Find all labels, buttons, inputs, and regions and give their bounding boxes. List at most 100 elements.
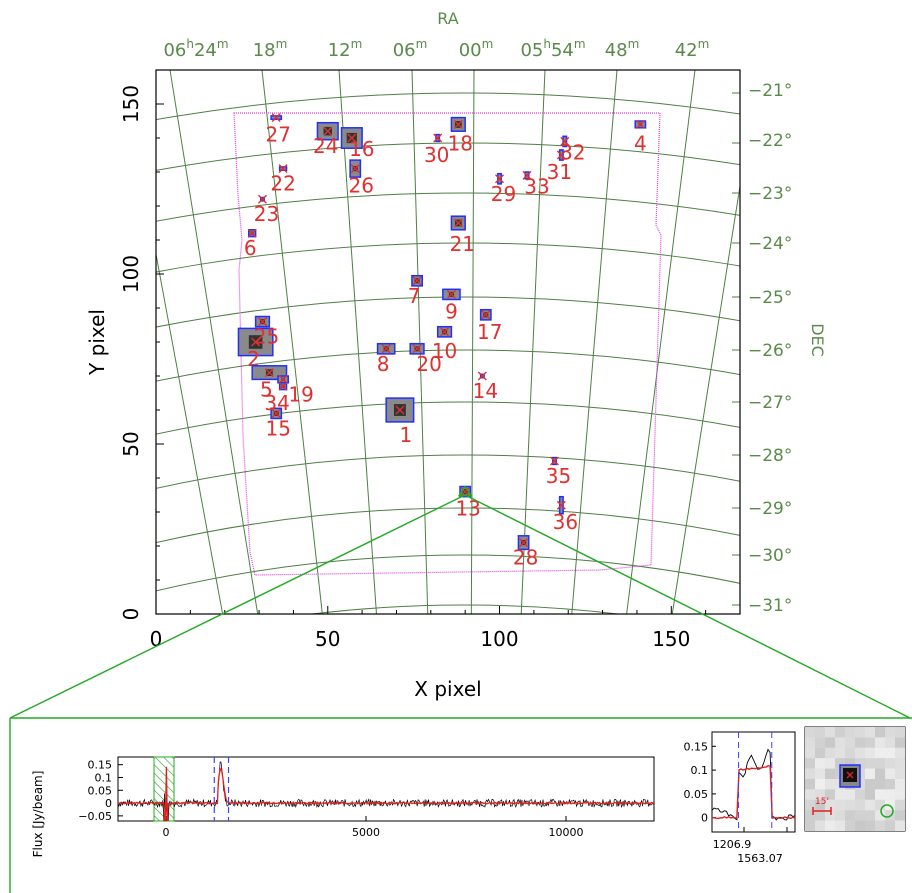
cutout-pixel [855, 737, 865, 748]
source-label: 24 [313, 134, 338, 158]
cutout-pixel [825, 810, 835, 821]
cutout-pixel [815, 789, 825, 800]
cutout-pixel [885, 789, 895, 800]
dec-tick-label: −25° [748, 288, 792, 308]
cutout-pixel [855, 789, 865, 800]
source-marker [381, 344, 391, 354]
ra-tick-label: 05h54m [520, 37, 585, 61]
source-marker [251, 337, 261, 347]
source-marker [522, 170, 532, 180]
source-label: 28 [513, 546, 538, 570]
source-label: 7 [408, 284, 421, 308]
source-label: 8 [377, 352, 390, 376]
cutout-pixel [825, 820, 835, 831]
dec-gridline [156, 401, 740, 435]
source-label: 6 [244, 236, 257, 260]
source-label: 21 [450, 232, 475, 256]
ra-axis-label: RA [437, 9, 458, 28]
cutout-pixel [845, 727, 855, 738]
cutout-pixel [805, 747, 815, 759]
cutout-pixel [865, 820, 875, 831]
x-tick-label: 1563.07 [737, 852, 783, 865]
y-tick-labels: 0 50 100 150 [119, 85, 164, 620]
cutout-pixel [875, 737, 885, 748]
coordinate-grid [156, 70, 740, 614]
dec-tick-label: −30° [748, 546, 792, 566]
cutout-pixel [815, 737, 825, 748]
source-marker [350, 164, 360, 174]
source-marker [446, 289, 456, 299]
cutout-pixel [895, 779, 905, 790]
cutout-pixel [855, 820, 865, 831]
source-label: 19 [288, 382, 313, 406]
x-tick-label: 0 [163, 826, 170, 839]
dec-gridline [156, 296, 740, 328]
cutout-pixel [815, 727, 825, 738]
spectrum-frame [117, 756, 655, 822]
cutout-pixel [815, 799, 825, 811]
cutout-pixel [835, 820, 845, 831]
dec-gridline [156, 507, 740, 544]
cutout-pixel [835, 747, 845, 759]
source-marker [395, 405, 405, 415]
cutout-pixel [805, 810, 815, 821]
y-tick-label: 0.15 [88, 759, 113, 772]
dec-gridline [156, 554, 740, 592]
dec-tick-label: −28° [748, 446, 792, 466]
ra-gridline [156, 251, 224, 614]
cutout-pixel [865, 758, 875, 769]
cutout-pixel [825, 799, 835, 811]
source-marker [556, 150, 566, 160]
source-marker [347, 133, 357, 143]
cutout-pixel [895, 727, 905, 738]
cutout-pixel [805, 779, 815, 790]
spectrum-data-series [117, 761, 655, 822]
cutout-pixel [805, 737, 815, 748]
footprint-outline [233, 112, 662, 576]
source-label: 36 [553, 510, 578, 534]
y-tick-label: 0 [105, 797, 112, 810]
cutout-pixel [845, 747, 855, 759]
source-marker [412, 344, 422, 354]
cutout-pixel [895, 737, 905, 748]
dec-gridline [156, 192, 740, 222]
source-masks: 1245678910131415171819202122232425262728… [237, 113, 647, 570]
source-marker [271, 408, 281, 418]
zoom-lines [9, 494, 912, 893]
source-marker [495, 174, 505, 184]
beam-circle [880, 804, 894, 818]
x-tick-label: 10000 [549, 826, 584, 839]
cutout-pixel [825, 758, 835, 769]
x-tick-labels: 0 50 100 150 [150, 606, 707, 651]
cutout-pixel [865, 810, 875, 821]
ra-tick-label: 06h24m [163, 37, 228, 61]
cutout-pixel [845, 737, 855, 748]
cutout-pixel [895, 799, 905, 811]
main-map: RA 06h24m 18m 12m 06m 00m 05h54m 48m 42m −21° −2… [85, 9, 827, 701]
cutout-pixel [885, 779, 895, 790]
x-tick-label: 0 [150, 627, 163, 651]
cutout-pixel [855, 799, 865, 811]
source-cutout: 15' [804, 726, 906, 832]
cutout-pixel [875, 779, 885, 790]
dec-gridline [156, 242, 740, 273]
cutout-pixel [875, 820, 885, 831]
cutout-pixel [865, 727, 875, 738]
source-label: 15 [266, 416, 291, 440]
cutout-pixel [865, 747, 875, 759]
cutout-pixel [875, 789, 885, 800]
dec-gridline [156, 349, 740, 382]
y-tick-label: 100 [119, 255, 143, 293]
ra-tick-labels: 06h24m 18m 12m 06m 00m 05h54m 48m 42m [163, 37, 709, 61]
source-label: 26 [349, 174, 374, 198]
cutout-pixel [865, 768, 875, 779]
cutout-pixel [885, 747, 895, 759]
cutout-pixel [825, 789, 835, 800]
dec-tick-label: −29° [748, 499, 792, 519]
source-label: 32 [560, 140, 585, 164]
dec-tick-label: −21° [748, 81, 792, 101]
cutout-pixel [805, 727, 815, 738]
ra-gridline [571, 70, 618, 614]
cutout-pixel [835, 758, 845, 769]
